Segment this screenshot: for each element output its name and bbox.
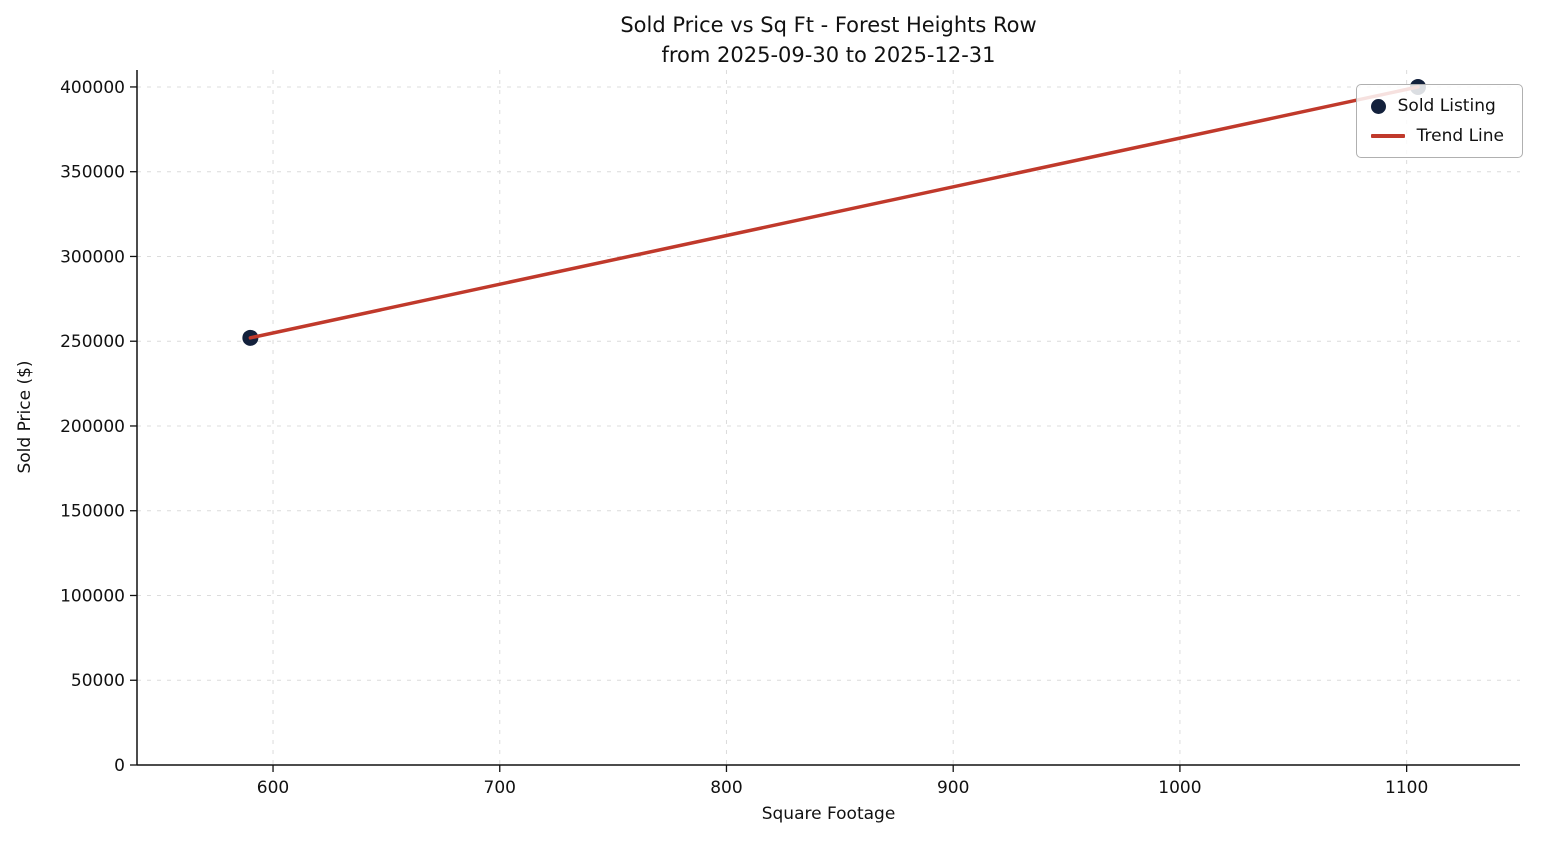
x-tick-label: 800 — [710, 778, 742, 798]
x-tick-label: 1000 — [1158, 778, 1201, 798]
x-tick-label: 600 — [257, 778, 289, 798]
chart-title: Sold Price vs Sq Ft - Forest Heights Row — [620, 13, 1037, 37]
x-tick-label: 700 — [484, 778, 516, 798]
y-tick-label: 150000 — [60, 502, 125, 522]
legend-item-trend-line: Trend Line — [1370, 126, 1504, 146]
y-tick-label: 400000 — [60, 78, 125, 98]
trend-line — [248, 85, 1420, 340]
y-tick-label: 350000 — [60, 163, 125, 183]
title-block: Sold Price vs Sq Ft - Forest Heights Row… — [137, 10, 1520, 70]
legend-item-sold-listing: Sold Listing — [1370, 96, 1504, 116]
chart-subtitle: from 2025-09-30 to 2025-12-31 — [661, 43, 996, 67]
y-tick-label: 0 — [114, 756, 125, 776]
legend-label-trend-line: Trend Line — [1416, 126, 1504, 146]
x-tick-label: 1100 — [1385, 778, 1428, 798]
sold-listing-marker-icon — [1370, 98, 1386, 114]
legend: Sold Listing Trend Line — [1355, 84, 1523, 158]
x-axis-label: Square Footage — [761, 804, 896, 824]
x-tick-label: 900 — [937, 778, 969, 798]
y-tick-label: 300000 — [60, 247, 125, 267]
y-tick-label: 200000 — [60, 417, 125, 437]
y-axis-label: Sold Price ($) — [15, 360, 35, 474]
y-tick-label: 100000 — [60, 586, 125, 606]
legend-label-sold-listing: Sold Listing — [1397, 96, 1496, 116]
trend-line-swatch-icon — [1370, 134, 1405, 138]
y-tick-label: 250000 — [60, 332, 125, 352]
y-tick-label: 50000 — [71, 671, 125, 691]
